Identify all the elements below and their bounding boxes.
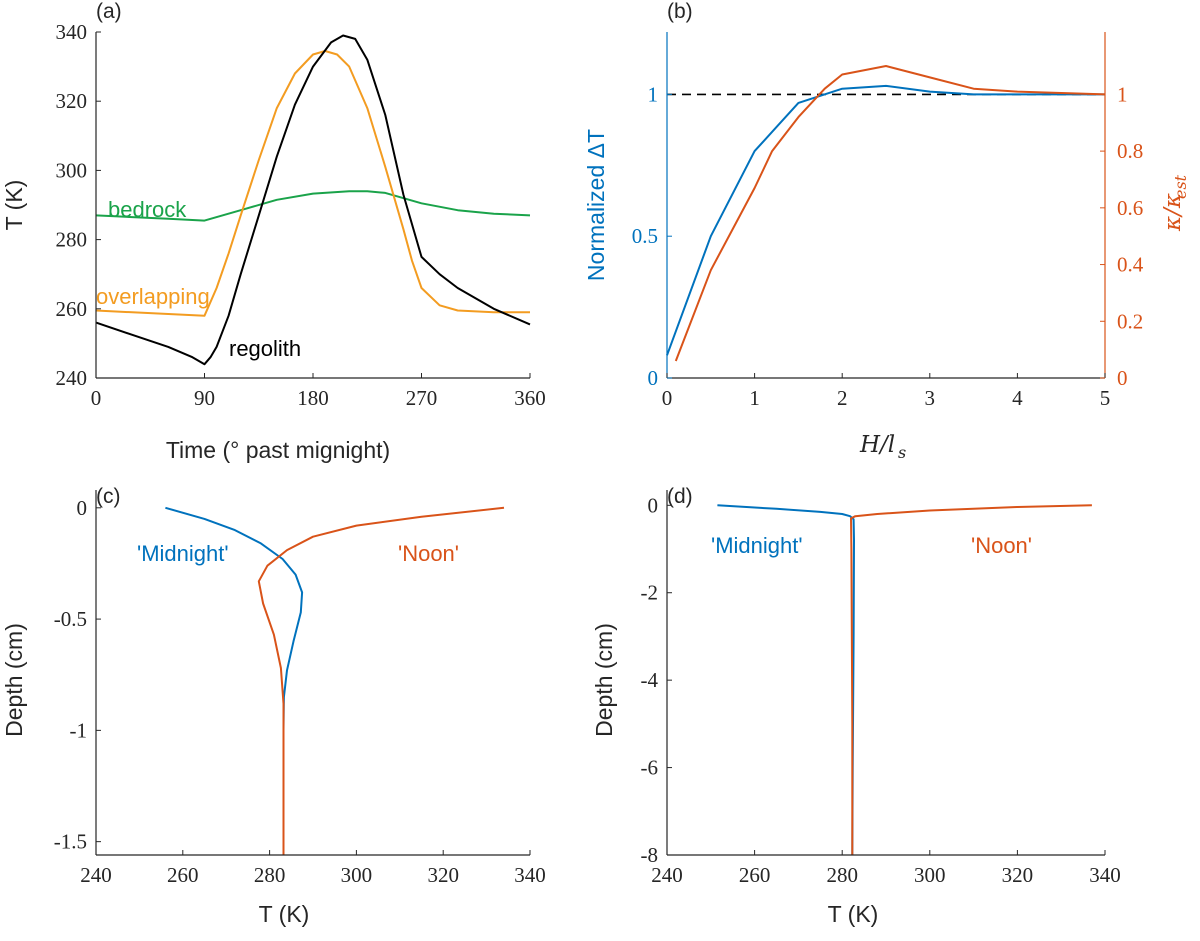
- panel-b-y-tick-label: 0: [648, 366, 659, 390]
- panel-c-x-tick-label: 280: [254, 863, 286, 887]
- panel-b-x-tick-label: 1: [749, 386, 760, 410]
- panel-d-x-tick-label: 340: [1089, 863, 1121, 887]
- panel-a-plot-area: 0 90 180 270 360 240 260 280 300 320 340: [56, 20, 546, 410]
- annotation-noon-d: 'Noon': [971, 533, 1032, 558]
- annotation-midnight-d: 'Midnight': [711, 533, 803, 558]
- panel-d-y-axis-label: Depth (cm): [591, 623, 617, 737]
- panel-a-y-tick-label: 260: [56, 297, 88, 321]
- panel-d-x-tick-label: 300: [914, 863, 946, 887]
- panel-a-y-tick-label: 300: [56, 158, 88, 182]
- panel-b-right-axis-label-main: κ/κ: [1160, 193, 1186, 232]
- panel-d-label: (d): [667, 485, 693, 508]
- panel-a-x-tick-label: 0: [91, 386, 102, 410]
- panel-d-y-tick-label: -4: [641, 668, 659, 692]
- panel-b-x-tick-label: 4: [1012, 386, 1023, 410]
- panel-b-label: (b): [667, 0, 693, 23]
- panel-c-y-axis-label: Depth (cm): [1, 623, 27, 737]
- series-bedrock-line: [95, 190, 531, 222]
- panel-b-x-axis-label: H/l s: [859, 432, 906, 462]
- panel-b-right-y-tick-label: 1: [1117, 82, 1128, 106]
- panel-b-x-tick-label: 3: [925, 386, 936, 410]
- panel-a-x-tick-label: 360: [514, 386, 546, 410]
- panel-a-x-tick-label: 90: [194, 386, 215, 410]
- panel-a-x-tick-label: 180: [297, 386, 329, 410]
- annotation-overlapping: overlapping: [96, 284, 210, 309]
- panel-d-y-tick-label: -8: [641, 843, 659, 867]
- panel-d-y-tick-label: -2: [641, 581, 659, 605]
- panel-b-x-axis-label-main: H/l: [859, 432, 895, 458]
- panel-d-y-tick-label: 0: [648, 493, 659, 517]
- panel-d-x-tick-label: 280: [826, 863, 858, 887]
- panel-c-x-tick-label: 320: [427, 863, 459, 887]
- panel-a-x-axis-label: Time (° past mignight): [166, 437, 390, 463]
- panel-c-y-tick-label: 0: [77, 496, 88, 520]
- panel-b-y-tick-label: 0.5: [632, 224, 658, 248]
- panel-b-x-tick-label: 2: [837, 386, 848, 410]
- panel-c-x-axis-label: T (K): [259, 901, 310, 927]
- panel-c-x-tick-label: 260: [167, 863, 199, 887]
- panel-d-x-tick-label: 320: [1002, 863, 1034, 887]
- series-noon-profile-c: [257, 506, 505, 855]
- normalized-delta-t-line: [666, 84, 1105, 356]
- panel-d-x-tick-label: 240: [651, 863, 683, 887]
- annotation-midnight-c: 'Midnight': [137, 541, 229, 566]
- panel-a-x-tick-label: 270: [406, 386, 438, 410]
- panel-c-x-tick-label: 340: [514, 863, 546, 887]
- panel-b-right-y-tick-label: 0.4: [1117, 253, 1144, 277]
- panel-b-right-axis-label-sub: est: [1171, 174, 1190, 199]
- panel-d-x-tick-label: 260: [739, 863, 771, 887]
- panel-b-left-axis-label: Normalized ΔT: [583, 129, 609, 281]
- panel-d: 240 260 280 300 320 340 0 -2 -4 -6 -8 (d) T (K) De…: [591, 485, 1121, 927]
- panel-a-label: (a): [96, 0, 122, 23]
- panel-a: 0 90 180 270 360 240 260 280 300 320 340 (a) Time …: [1, 0, 546, 463]
- panel-b-x-tick-label: 5: [1100, 386, 1111, 410]
- panel-c-x-tick-label: 300: [341, 863, 373, 887]
- panel-a-y-tick-label: 280: [56, 228, 88, 252]
- panel-c-plot-area: 240 260 280 300 320 340 0 -0.5 -1 -1.5: [54, 490, 546, 887]
- panel-b-right-y-tick-label: 0: [1117, 366, 1128, 390]
- panel-c-label: (c): [96, 485, 121, 508]
- annotation-bedrock: bedrock: [108, 197, 187, 222]
- panel-a-y-axis-label: T (K): [1, 180, 27, 231]
- panel-c-y-tick-label: -0.5: [54, 607, 87, 631]
- panel-c-x-tick-label: 240: [80, 863, 112, 887]
- annotation-regolith: regolith: [229, 336, 301, 361]
- panel-b-right-y-tick-label: 0.8: [1117, 139, 1143, 163]
- annotation-noon-c: 'Noon': [398, 541, 459, 566]
- panel-a-y-tick-label: 320: [56, 89, 88, 113]
- panel-a-y-tick-label: 340: [56, 20, 88, 44]
- panel-b-right-axis-label: κ/κ est: [1160, 174, 1190, 232]
- panel-c-y-tick-label: -1: [70, 718, 88, 742]
- series-overlapping-line: [95, 50, 530, 317]
- series-regolith-line: [95, 34, 531, 366]
- panel-d-y-tick-label: -6: [641, 756, 659, 780]
- panel-d-plot-area: 240 260 280 300 320 340 0 -2 -4 -6 -8: [641, 490, 1121, 887]
- panel-b-right-y-tick-label: 0.6: [1117, 196, 1143, 220]
- panel-b-x-axis-label-sub: s: [898, 443, 906, 462]
- series-noon-profile-d: [850, 504, 1092, 855]
- kappa-ratio-line: [674, 65, 1106, 362]
- panel-b-right-y-tick-label: 0.2: [1117, 309, 1143, 333]
- panel-a-y-tick-label: 240: [56, 366, 88, 390]
- panel-c-y-tick-label: -1.5: [54, 830, 87, 854]
- panel-b-y-tick-label: 1: [648, 82, 659, 106]
- panel-d-x-axis-label: T (K): [828, 901, 879, 927]
- panel-b-x-tick-label: 0: [662, 386, 673, 410]
